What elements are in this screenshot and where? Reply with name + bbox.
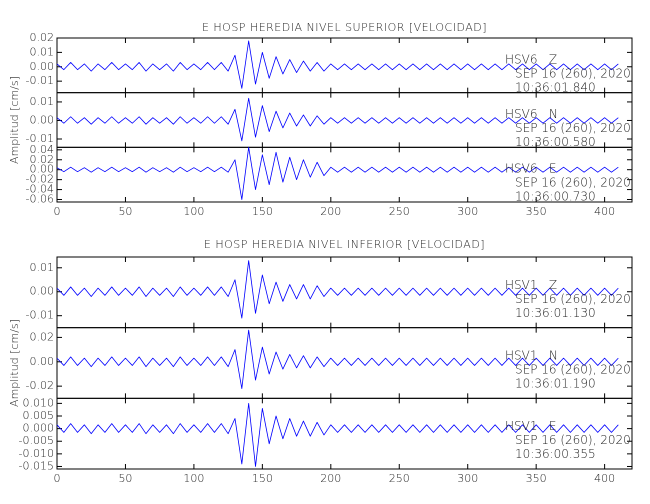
- y-tick-label: 0.00: [30, 285, 55, 298]
- y-tick-label: 0.02: [30, 330, 55, 343]
- y-tick-label: -0.005: [19, 434, 54, 447]
- y-tick-label: -0.02: [26, 173, 54, 186]
- annotation: 10:36:00.580: [515, 135, 596, 149]
- annotation: 10:36:01.840: [515, 80, 596, 94]
- y-tick-label: 0.000: [23, 422, 55, 435]
- annotation: 10:36:00.730: [515, 190, 596, 204]
- x-tick-label: 50: [118, 472, 132, 485]
- y-tick-label: -0.010: [19, 447, 54, 460]
- waveform: [56, 146, 619, 200]
- x-tick-label: 200: [320, 205, 341, 218]
- y-tick-label: 0.005: [23, 409, 55, 422]
- annotation: SEP 16 (260), 2020: [515, 292, 631, 306]
- x-tick-label: 300: [457, 472, 478, 485]
- y-axis-label: Amplitud [cm/s]: [8, 76, 21, 164]
- x-tick-label: 250: [389, 205, 410, 218]
- y-tick-label: -0.01: [26, 132, 54, 145]
- annotation: SEP 16 (260), 2020: [515, 176, 631, 190]
- y-tick-label: 0.02: [30, 153, 55, 166]
- station-label: HSV1 Z: [505, 278, 557, 292]
- x-tick-label: 250: [389, 472, 410, 485]
- station-label: HSV1 E: [505, 419, 557, 433]
- x-tick-label: 200: [320, 472, 341, 485]
- y-tick-label: -0.04: [26, 183, 54, 196]
- x-tick-label: 0: [54, 205, 61, 218]
- annotation: SEP 16 (260), 2020: [515, 362, 631, 376]
- annotation: 10:36:01.190: [515, 376, 596, 390]
- x-tick-label: 0: [54, 472, 61, 485]
- chart-title: E HOSP HEREDIA NIVEL INFERIOR [VELOCIDAD…: [204, 238, 485, 251]
- waveform: [56, 329, 619, 389]
- annotation: SEP 16 (260), 2020: [515, 66, 631, 80]
- chart-title: E HOSP HEREDIA NIVEL SUPERIOR [VELOCIDAD…: [202, 21, 487, 34]
- y-axis-label: Amplitud [cm/s]: [8, 319, 21, 407]
- y-tick-label: 0.04: [30, 143, 55, 156]
- x-tick-label: 350: [526, 205, 547, 218]
- x-tick-label: 100: [183, 205, 204, 218]
- y-tick-label: -0.02: [26, 379, 54, 392]
- y-tick-label: 0.01: [30, 45, 55, 58]
- station-label: HSV6 Z: [505, 52, 557, 66]
- y-tick-label: 0.02: [30, 31, 55, 44]
- station-label: HSV1 N: [505, 348, 558, 362]
- station-label: HSV6 N: [505, 107, 558, 121]
- y-tick-label: 0.00: [30, 60, 55, 73]
- annotation: 10:36:00.355: [515, 447, 596, 461]
- y-tick-label: 0.010: [23, 396, 55, 409]
- waveform: [56, 40, 619, 89]
- subplot-frame: [56, 397, 633, 470]
- waveform: [56, 97, 619, 142]
- waveform: [56, 260, 619, 319]
- y-tick-label: 0.01: [30, 95, 55, 108]
- x-tick-label: 350: [526, 472, 547, 485]
- annotation: 10:36:01.130: [515, 306, 596, 320]
- y-tick-label: 0.01: [30, 261, 55, 274]
- y-tick-label: -0.01: [26, 74, 54, 87]
- station-label: HSV6 E: [505, 162, 557, 176]
- annotation: SEP 16 (260), 2020: [515, 433, 631, 447]
- y-tick-label: -0.01: [26, 309, 54, 322]
- x-tick-label: 150: [252, 472, 273, 485]
- subplot-frame: [56, 146, 633, 203]
- y-tick-label: 0.00: [30, 355, 55, 368]
- y-tick-label: 0.00: [30, 113, 55, 126]
- x-tick-label: 100: [183, 472, 204, 485]
- x-tick-label: 150: [252, 205, 273, 218]
- x-tick-label: 50: [118, 205, 132, 218]
- x-tick-label: 300: [457, 205, 478, 218]
- x-tick-label: 400: [594, 205, 615, 218]
- annotation: SEP 16 (260), 2020: [515, 121, 631, 135]
- y-tick-label: 0.00: [30, 163, 55, 176]
- x-tick-label: 400: [594, 472, 615, 485]
- waveform: [56, 402, 619, 467]
- y-tick-label: -0.015: [19, 459, 54, 472]
- y-tick-label: -0.06: [26, 193, 54, 206]
